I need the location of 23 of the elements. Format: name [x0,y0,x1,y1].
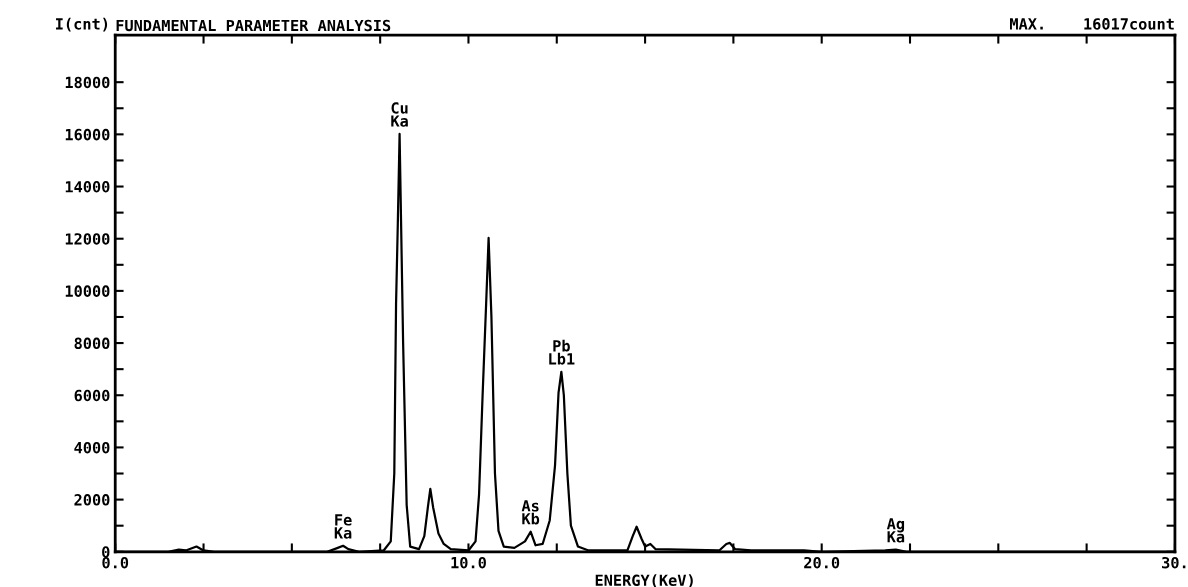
y-tick-label: 2000 [74,494,110,506]
x-axis-title: ENERGY(KeV) [595,574,693,587]
annotation: Cu Ka [391,102,408,127]
y-tick-label: 6000 [74,389,110,402]
annotation: As Kb [521,500,540,525]
y-tick-label: 10000 [65,285,110,297]
annotation: Pb Lb1 [549,339,575,365]
y-axis-title: I(cnt) [56,17,108,32]
annotation: Fe Ka [334,514,352,539]
y-tick-label: 12000 [65,233,110,245]
text: MAX. 16017count [1010,18,1174,30]
y-tick-label: 16000 [65,128,110,141]
y-tick-label: 14000 [65,181,110,193]
y-tick-label: 8000 [74,337,110,350]
y-tick-label: 18000 [65,76,110,89]
y-tick-label: 4000 [74,441,110,454]
x-tick-label: 20.0 [804,556,840,569]
chart-title: FUNDAMENTAL PARAMETER ANALYSIS [116,19,391,32]
y-tick-label: 0 [102,546,110,558]
x-tick-label: 10.0 [451,556,486,569]
x-tick-label: 30. [1162,556,1186,569]
annotation: Ag Ka [886,518,905,543]
x-tick-label: 0.0 [102,556,129,569]
